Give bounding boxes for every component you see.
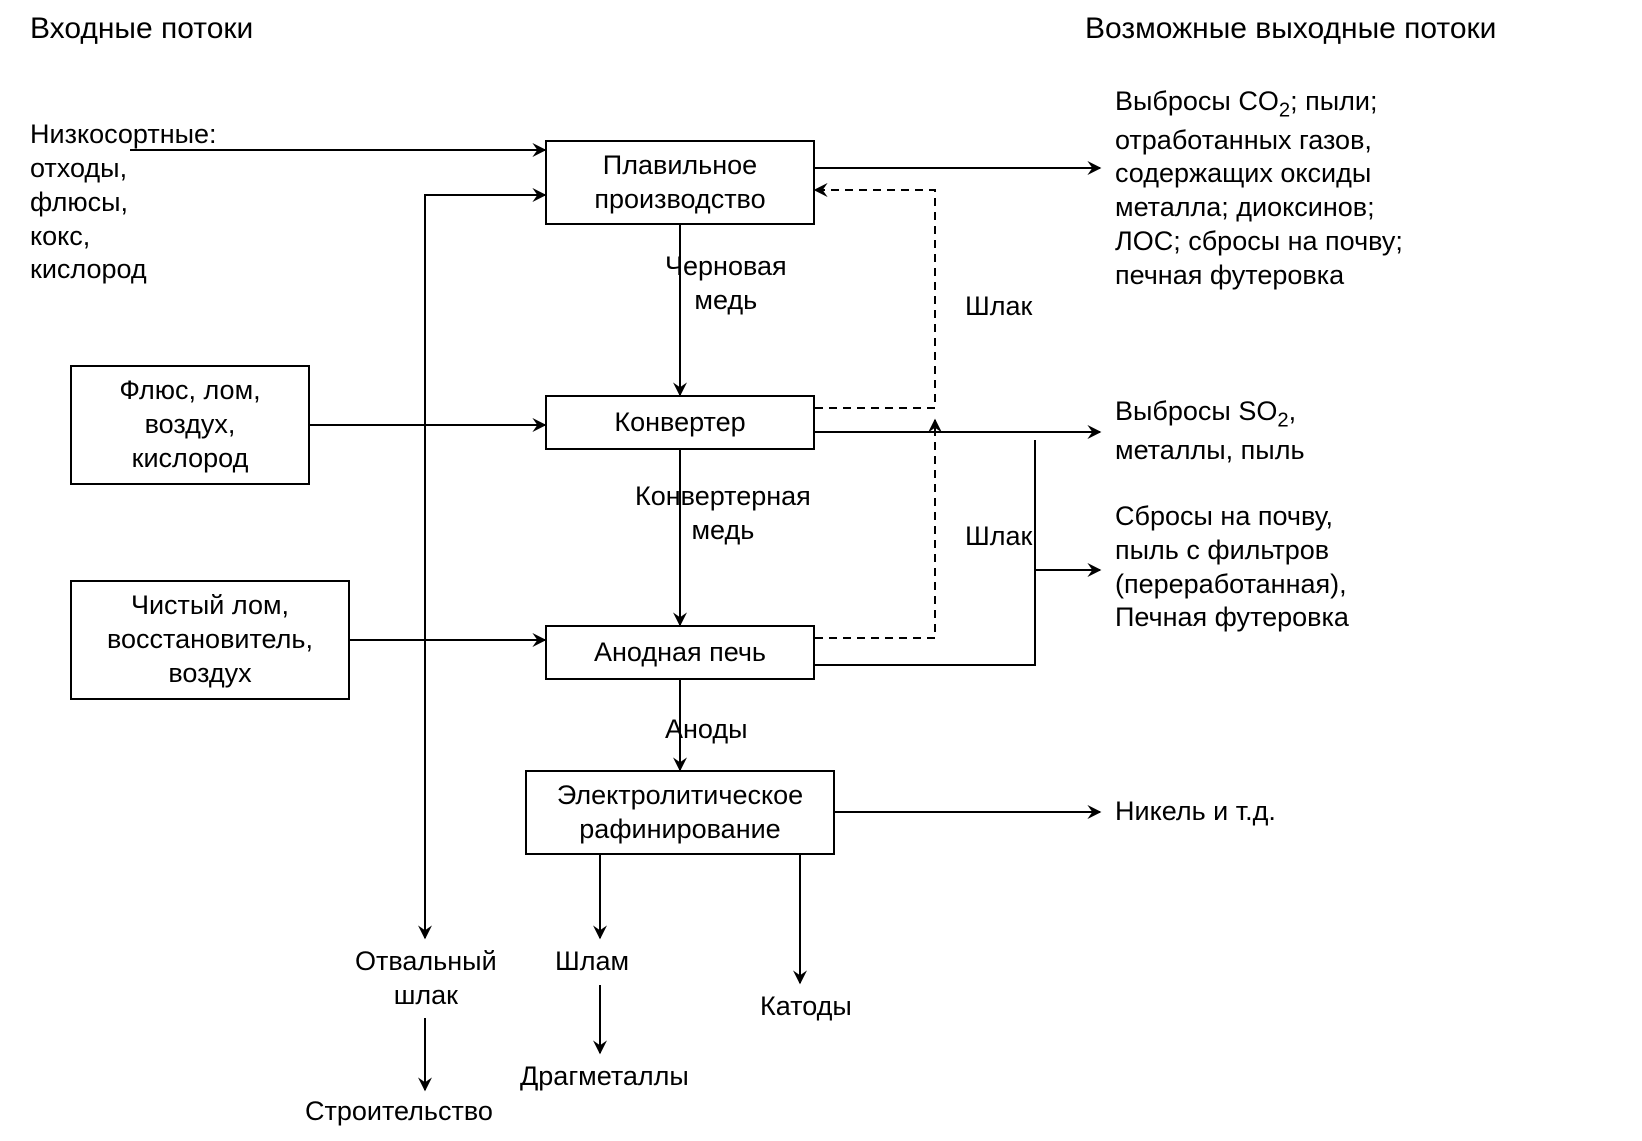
- node-label-in_flux: Флюс, лом,воздух,кислород: [119, 374, 260, 475]
- label-slag_label_1: Шлак: [965, 290, 1032, 324]
- node-converter: Конвертер: [545, 395, 815, 450]
- node-label-refining: Электролитическоерафинирование: [557, 779, 803, 847]
- node-label-converter: Конвертер: [614, 406, 745, 440]
- node-refining: Электролитическоерафинирование: [525, 770, 835, 855]
- label-flow_anodes: Аноды: [665, 713, 748, 747]
- node-label-in_scrap: Чистый лом,восстановитель,воздух: [107, 589, 313, 690]
- edge-e_recycle_up: [425, 195, 545, 640]
- node-label-anode: Анодная печь: [594, 636, 766, 670]
- node-label-smelting: Плавильноепроизводство: [594, 149, 765, 217]
- label-flow_converter: Конвертернаямедь: [635, 480, 811, 548]
- label-dump_slag: Отвальныйшлак: [355, 945, 497, 1013]
- node-in_flux: Флюс, лом,воздух,кислород: [70, 365, 310, 485]
- label-out_converter: Выбросы SO2,металлы, пыль: [1115, 395, 1305, 467]
- label-out_anode: Сбросы на почву,пыль с фильтров(перерабо…: [1115, 500, 1349, 635]
- edge-e_slag1: [815, 190, 935, 408]
- label-sludge: Шлам: [555, 945, 629, 979]
- node-in_scrap: Чистый лом,восстановитель,воздух: [70, 580, 350, 700]
- label-out_smelting: Выбросы CO2; пыли;отработанных газов,сод…: [1115, 85, 1403, 292]
- label-out_refining: Никель и т.д.: [1115, 795, 1276, 829]
- label-construction: Строительство: [305, 1095, 493, 1129]
- header-outputs: Возможные выходные потоки: [1085, 10, 1496, 48]
- edge-e_slag2: [815, 420, 935, 638]
- label-cathodes: Катоды: [760, 990, 852, 1024]
- node-anode: Анодная печь: [545, 625, 815, 680]
- label-input_lowgrade_label: Низкосортные:: [30, 118, 217, 152]
- label-flow_blister: Черноваямедь: [665, 250, 787, 318]
- label-slag_label_2: Шлак: [965, 520, 1032, 554]
- header-inputs: Входные потоки: [30, 10, 253, 48]
- node-smelting: Плавильноепроизводство: [545, 140, 815, 225]
- label-prec_metals: Драгметаллы: [520, 1060, 689, 1094]
- label-input_lowgrade_list: отходы,флюсы,кокс,кислород: [30, 152, 147, 287]
